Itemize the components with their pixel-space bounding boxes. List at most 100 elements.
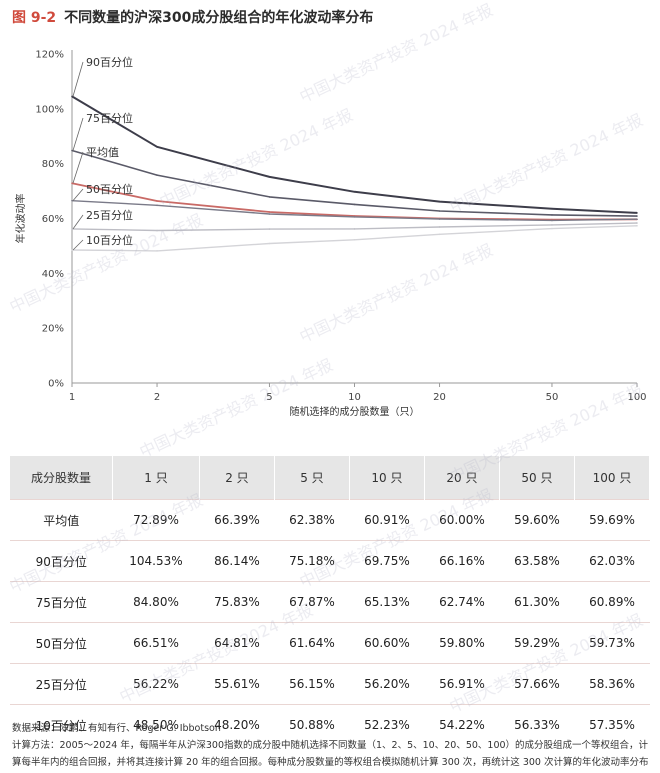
table-cell: 59.80%	[424, 622, 500, 664]
data-point	[636, 218, 638, 221]
data-point	[268, 211, 271, 213]
table-cell: 75百分位	[10, 581, 113, 623]
table-cell: 48.20%	[199, 704, 275, 745]
figure-title-text: 不同数量的沪深300成分股组合的年化波动率分布	[64, 10, 374, 26]
table-cell: 50百分位	[10, 622, 113, 664]
data-point	[438, 233, 441, 236]
table-cell: 59.73%	[574, 622, 650, 664]
table-header-cell: 20 只	[424, 456, 500, 500]
data-point	[353, 203, 356, 206]
table-cell: 66.51%	[112, 622, 200, 664]
y-tick-label: 0%	[48, 379, 64, 390]
table-cell: 平均值	[10, 499, 113, 541]
table-cell: 61.30%	[499, 581, 575, 623]
table-cell: 62.38%	[274, 499, 350, 541]
table-cell: 67.87%	[274, 581, 350, 623]
y-tick-label: 80%	[42, 159, 64, 170]
data-point	[438, 210, 441, 212]
table-cell: 66.39%	[199, 499, 275, 541]
figure-number: 图 9-2	[12, 10, 57, 26]
table-header-cell: 100 只	[574, 456, 651, 500]
x-tick-label: 10	[348, 392, 361, 403]
data-point	[71, 249, 73, 251]
y-tick-label: 20%	[42, 324, 64, 335]
table-cell: 60.60%	[349, 622, 425, 664]
data-point	[71, 228, 73, 230]
data-point	[353, 228, 356, 230]
table-cell: 48.50%	[112, 704, 200, 745]
data-point	[268, 228, 271, 230]
data-point	[438, 218, 441, 220]
series-label: 25百分位	[86, 208, 133, 222]
data-point	[551, 207, 553, 210]
table-cell: 25百分位	[10, 663, 113, 705]
data-point	[636, 224, 638, 227]
series-label-leader	[72, 117, 84, 151]
data-point	[71, 95, 73, 98]
table-row: 90百分位 104.53% 86.14% 75.18% 69.75% 66.16% 63.5…	[10, 540, 650, 582]
table-cell: 56.22%	[112, 663, 200, 705]
series-label-leader	[72, 214, 84, 230]
table-cell: 60.91%	[349, 499, 425, 541]
table-cell: 10百分位	[10, 704, 113, 745]
series-label-leader	[72, 239, 84, 251]
data-point	[551, 214, 553, 216]
table-cell: 64.81%	[199, 622, 275, 664]
data-point	[71, 149, 73, 152]
data-point	[268, 176, 271, 178]
chart-series	[71, 95, 638, 252]
table-cell: 57.35%	[574, 704, 650, 745]
table-cell: 50.88%	[274, 704, 350, 745]
table-cell: 56.33%	[499, 704, 575, 745]
data-point	[438, 226, 441, 228]
table-cell: 60.89%	[574, 581, 650, 623]
data-point	[268, 213, 271, 215]
table-cell: 59.69%	[574, 499, 650, 541]
data-point	[71, 182, 73, 184]
x-tick-label: 5	[266, 392, 272, 403]
x-tick-label: 2	[154, 392, 160, 403]
notes: 数据来源：陈鹏、有知有行、Roger G. Ibbotson 计算方法：2005…	[12, 720, 652, 771]
y-tick-label: 120%	[35, 50, 64, 61]
table-cell: 57.66%	[499, 663, 575, 705]
series-label-leader	[72, 61, 84, 97]
data-point	[268, 196, 271, 198]
data-point	[268, 242, 271, 245]
table-cell: 59.29%	[499, 622, 575, 664]
y-axis-title: 年化波动率	[14, 194, 27, 244]
data-point	[636, 215, 638, 217]
data-point	[551, 219, 553, 222]
table-cell: 104.53%	[112, 540, 200, 582]
data-point	[71, 199, 73, 202]
table-row: 平均值 72.89% 66.39% 62.38% 60.91% 60.00% 59.60% 5…	[10, 499, 650, 541]
series-label: 50百分位	[86, 182, 133, 196]
data-point	[551, 227, 553, 230]
table-cell: 66.16%	[424, 540, 500, 582]
series-label: 10百分位	[86, 233, 133, 247]
table-cell: 65.13%	[349, 581, 425, 623]
data-point	[353, 239, 356, 241]
table-row: 50百分位 66.51% 64.81% 61.64% 60.60% 59.80% 59.29…	[10, 622, 650, 664]
table-row: 10百分位 48.50% 48.20% 50.88% 52.23% 54.22% 56.33…	[10, 704, 650, 745]
data-point	[636, 222, 638, 224]
table-cell: 75.83%	[199, 581, 275, 623]
table-row: 25百分位 56.22% 55.61% 56.15% 56.20% 56.91% 57.66…	[10, 663, 650, 705]
table-header-cell: 50 只	[499, 456, 575, 500]
series-label-leader	[72, 151, 84, 184]
data-source: 数据来源：陈鹏、有知有行、Roger G. Ibbotson	[12, 723, 221, 734]
table-cell: 84.80%	[112, 581, 200, 623]
table-cell: 56.20%	[349, 663, 425, 705]
table-cell: 60.00%	[424, 499, 500, 541]
data-point	[551, 224, 553, 226]
data-point	[156, 200, 158, 202]
data-point	[156, 204, 158, 207]
table-body: 平均值 72.89% 66.39% 62.38% 60.91% 60.00% 59.60% 5…	[10, 499, 650, 745]
table-cell: 61.64%	[274, 622, 350, 664]
table-row: 75百分位 84.80% 75.83% 67.87% 65.13% 62.74% 61.30…	[10, 581, 650, 623]
data-point	[353, 190, 356, 193]
table-header-cell: 1 只	[112, 456, 200, 500]
series-label: 90百分位	[86, 55, 133, 69]
data-point	[438, 200, 441, 203]
